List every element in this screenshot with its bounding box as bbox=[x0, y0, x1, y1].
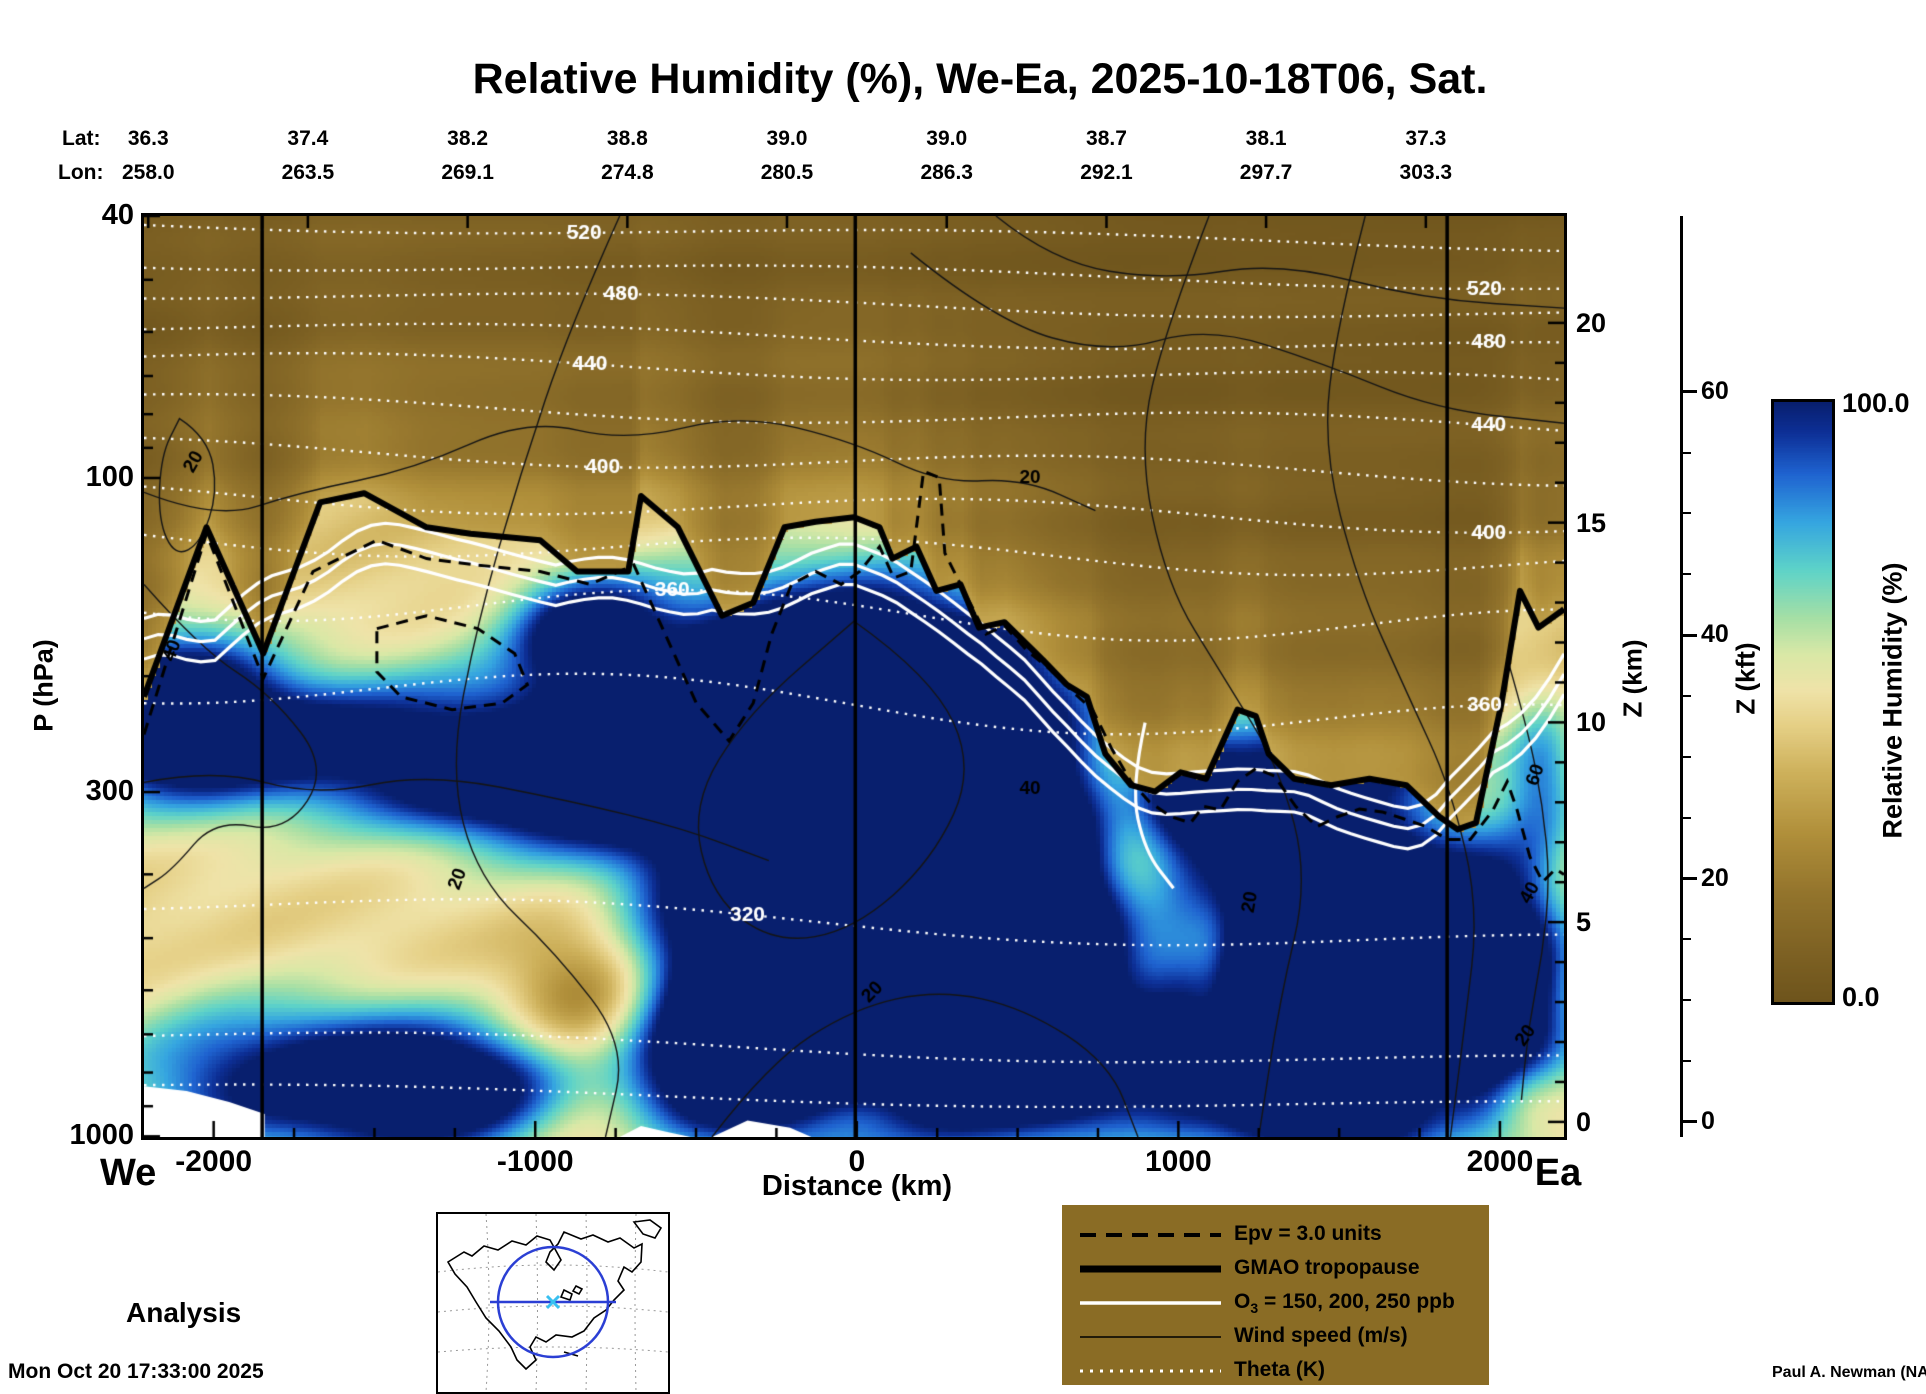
z-km-tick-label: 0 bbox=[1576, 1106, 1592, 1137]
z-kft-minor-tick bbox=[1683, 999, 1691, 1002]
z-kft-minor-tick bbox=[1683, 512, 1691, 515]
lat-value: 38.8 bbox=[606, 127, 648, 150]
east-endpoint-label: Ea bbox=[1534, 1152, 1582, 1194]
z-kft-axis-line bbox=[1680, 216, 1683, 1137]
lon-value: 280.5 bbox=[760, 161, 814, 184]
legend-sample-wind bbox=[1080, 1336, 1221, 1338]
map-inset bbox=[436, 1212, 670, 1394]
colorbar-gradient bbox=[1774, 402, 1832, 1002]
lon-value: 297.7 bbox=[1239, 161, 1293, 184]
x-tick-label: -2000 bbox=[175, 1145, 253, 1178]
legend-label: GMAO tropopause bbox=[1234, 1256, 1420, 1279]
map-location-marker bbox=[545, 1294, 561, 1310]
lat-value: 36.3 bbox=[127, 127, 169, 150]
lon-value: 303.3 bbox=[1399, 161, 1453, 184]
z-kft-minor-tick bbox=[1683, 451, 1691, 454]
legend-label: O3 = 150, 200, 250 ppb bbox=[1234, 1290, 1455, 1317]
lat-value: 38.2 bbox=[447, 127, 489, 150]
lon-row-label: Lon: bbox=[58, 161, 104, 184]
map-coastline bbox=[446, 1219, 663, 1371]
legend-label: Theta (K) bbox=[1234, 1358, 1325, 1381]
lon-value: 292.1 bbox=[1080, 161, 1133, 184]
z-kft-tick bbox=[1683, 633, 1697, 637]
plot-area bbox=[141, 213, 1567, 1140]
z-kft-tick-label: 60 bbox=[1701, 376, 1729, 405]
legend-label: Epv = 3.0 units bbox=[1234, 1222, 1382, 1245]
z-kft-minor-tick bbox=[1683, 1060, 1691, 1063]
lat-value: 37.3 bbox=[1405, 127, 1447, 150]
legend-sample-epv bbox=[1080, 1233, 1221, 1237]
west-endpoint-label: We bbox=[100, 1152, 157, 1194]
p-tick-label: 100 bbox=[85, 460, 134, 493]
legend: Epv = 3.0 units GMAO tropopause O3 = 150, … bbox=[1062, 1205, 1489, 1385]
x-tick-label: 2000 bbox=[1466, 1145, 1534, 1178]
lon-value: 286.3 bbox=[920, 161, 973, 184]
generation-timestamp: Mon Oct 20 17:33:00 2025 bbox=[8, 1360, 264, 1383]
z-km-tick-label: 20 bbox=[1576, 307, 1607, 338]
z-kft-tick bbox=[1683, 1120, 1697, 1124]
chart-title: Relative Humidity (%), We-Ea, 2025-10-18… bbox=[472, 55, 1488, 103]
colorbar-min-label: 0.0 bbox=[1842, 982, 1880, 1012]
legend-label: Wind speed (m/s) bbox=[1234, 1324, 1408, 1347]
z-kft-minor-tick bbox=[1683, 938, 1691, 941]
lat-value: 38.1 bbox=[1245, 127, 1287, 150]
colorbar-title: Relative Humidity (%) bbox=[1877, 562, 1908, 839]
p-tick-label: 300 bbox=[85, 775, 134, 808]
z-km-tick-label: 10 bbox=[1576, 707, 1607, 738]
map-graticule bbox=[437, 1213, 669, 1393]
p-tick-label: 1000 bbox=[69, 1119, 134, 1152]
z-kft-minor-tick bbox=[1683, 755, 1691, 758]
z-kft-minor-tick bbox=[1683, 816, 1691, 819]
z-km-tick-label: 5 bbox=[1576, 907, 1592, 938]
credit-text: Paul A. Newman (NASA bbox=[1772, 1364, 1926, 1381]
analysis-label: Analysis bbox=[126, 1297, 242, 1328]
p-tick-label: 40 bbox=[101, 199, 134, 231]
lon-value: 269.1 bbox=[441, 161, 494, 184]
x-tick-label: 1000 bbox=[1144, 1145, 1212, 1178]
lon-value: 263.5 bbox=[281, 161, 335, 184]
lon-value: 274.8 bbox=[601, 161, 654, 184]
colorbar-max-label: 100.0 bbox=[1842, 388, 1910, 418]
lat-value: 39.0 bbox=[766, 127, 808, 150]
legend-sample-trop bbox=[1080, 1265, 1221, 1273]
z-kft-tick-label: 0 bbox=[1701, 1106, 1715, 1135]
z-kft-tick bbox=[1683, 390, 1697, 394]
legend-sample-o3 bbox=[1080, 1301, 1221, 1305]
cross-section-canvas bbox=[144, 216, 1564, 1137]
lon-value: 258.0 bbox=[121, 161, 175, 184]
subscript: 3 bbox=[1250, 1300, 1259, 1317]
legend-sample-theta bbox=[1080, 1369, 1221, 1373]
pressure-axis-title: P (hPa) bbox=[28, 639, 59, 732]
colorbar bbox=[1771, 399, 1835, 1005]
z-kft-tick bbox=[1683, 877, 1697, 880]
z-km-axis-title: Z (km) bbox=[1617, 639, 1648, 718]
x-tick-label: -1000 bbox=[496, 1145, 574, 1178]
lat-row-label: Lat: bbox=[62, 127, 101, 150]
z-kft-minor-tick bbox=[1683, 694, 1691, 697]
z-kft-tick-label: 40 bbox=[1701, 620, 1729, 649]
x-tick-label: 0 bbox=[848, 1145, 866, 1178]
z-kft-axis-title: Z (kft) bbox=[1730, 642, 1761, 715]
lat-value: 38.7 bbox=[1086, 127, 1127, 150]
z-kft-minor-tick bbox=[1683, 573, 1691, 576]
distance-axis-title: Distance (km) bbox=[761, 1170, 953, 1202]
lat-value: 37.4 bbox=[287, 127, 329, 150]
z-km-tick-label: 15 bbox=[1576, 507, 1607, 538]
z-kft-tick-label: 20 bbox=[1701, 863, 1729, 892]
map-inset-svg bbox=[437, 1213, 669, 1393]
lat-value: 39.0 bbox=[926, 127, 968, 150]
